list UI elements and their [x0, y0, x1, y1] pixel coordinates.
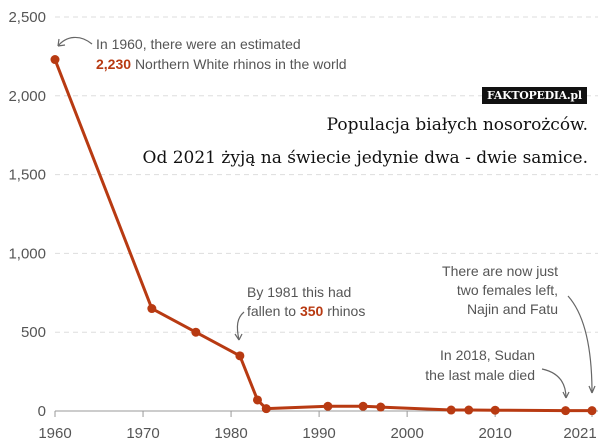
arrow-1960: [57, 36, 93, 47]
data-point: [252, 395, 262, 405]
x-tick-label: 1970: [126, 425, 159, 442]
annotation-2021-line2: two females left,: [457, 282, 558, 298]
y-tick-label: 500: [21, 324, 46, 341]
annotation-1960-line1: In 1960, there were an estimated: [96, 36, 301, 52]
y-tick-label: 2,500: [8, 9, 46, 26]
annotation-1981-prefix: fallen to: [247, 303, 296, 319]
arrow-2018: [541, 368, 567, 399]
y-tick-label: 2,000: [8, 88, 46, 105]
y-tick-label: 0: [38, 403, 46, 420]
data-point: [50, 55, 60, 65]
x-tick-label: 2021: [563, 425, 596, 442]
annotation-2021-line1: There are now just: [442, 263, 558, 279]
x-tick-label: 2000: [390, 425, 423, 442]
annotation-2018-line1: In 2018, Sudan: [440, 347, 535, 363]
annotation-1960-highlight: 2,230: [96, 56, 131, 72]
annotation-1960-rest: Northern White rhinos in the world: [135, 56, 347, 72]
arrow-2021: [567, 295, 593, 394]
arrowhead-2021: [588, 385, 596, 394]
data-point: [323, 401, 333, 411]
annotation-2021-line3: Najin and Fatu: [467, 301, 558, 317]
y-tick-label: 1,000: [8, 245, 46, 262]
annotation-1981-line1: By 1981 this had: [247, 284, 351, 300]
annotation-1960-line2: 2,230 Northern White rhinos in the world: [96, 56, 347, 72]
annotation-1981-suffix: rhinos: [327, 303, 365, 319]
y-tick-label: 1,500: [8, 167, 46, 184]
data-point: [464, 405, 474, 415]
x-tick-label: 2010: [478, 425, 511, 442]
arrowhead-2018: [562, 391, 570, 399]
x-tick-label: 1980: [214, 425, 247, 442]
arrowhead-1981: [234, 333, 243, 341]
data-point: [376, 402, 386, 412]
data-point: [490, 405, 500, 415]
x-tick-label: 1960: [38, 425, 71, 442]
data-point: [587, 406, 597, 416]
annotation-2018-line2: the last male died: [425, 367, 535, 383]
annotation-1981-highlight: 350: [300, 303, 324, 319]
data-point: [261, 404, 271, 414]
arrowhead-1960: [57, 38, 66, 47]
data-point: [446, 405, 456, 415]
arrow-1981: [236, 311, 245, 341]
data-point: [235, 351, 245, 361]
caption-line2: Od 2021 żyją na świecie jedynie dwa - dw…: [142, 148, 588, 168]
data-point: [147, 304, 157, 314]
x-tick-label: 1990: [302, 425, 335, 442]
caption-line1: Populacja białych nosorożców.: [326, 115, 588, 135]
watermark-logo: FAKTOPEDIA.pl: [482, 87, 587, 104]
data-point: [191, 327, 201, 337]
annotation-1981-line2: fallen to 350 rhinos: [247, 303, 365, 319]
data-point: [358, 401, 368, 411]
data-point: [561, 406, 571, 416]
